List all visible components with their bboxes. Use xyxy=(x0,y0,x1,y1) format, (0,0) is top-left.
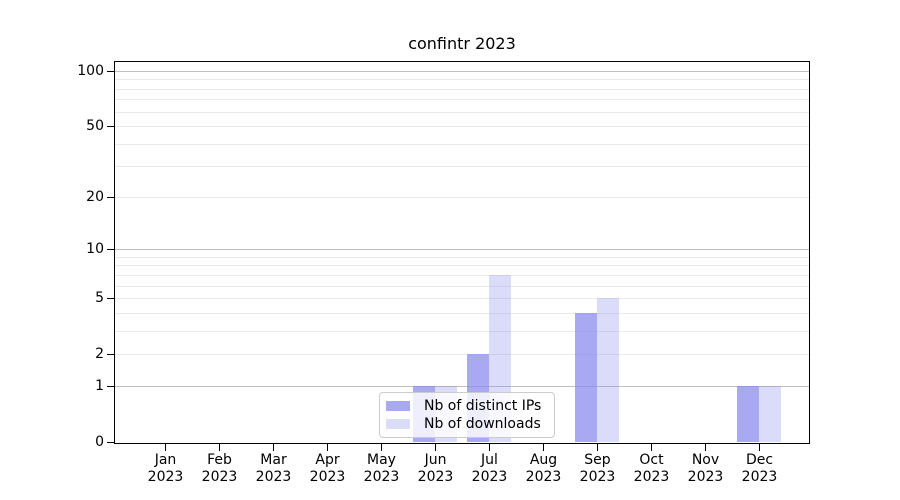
y-tick xyxy=(107,297,114,300)
x-tick-label: May 2023 xyxy=(363,452,400,485)
x-tick-label: Apr 2023 xyxy=(309,452,346,485)
y-tick-label: 20 xyxy=(86,189,104,206)
x-tick-label: Aug 2023 xyxy=(525,452,562,485)
gridline-minor xyxy=(115,143,809,145)
gridline-minor xyxy=(115,285,809,287)
gridline-decade xyxy=(115,71,809,72)
x-tick-label: Mar 2023 xyxy=(255,452,292,485)
x-tick xyxy=(542,444,545,451)
legend-label: Nb of downloads xyxy=(424,415,541,432)
gridline-minor xyxy=(115,79,809,81)
x-tick xyxy=(272,444,275,451)
y-tick xyxy=(107,197,114,199)
x-tick xyxy=(650,444,653,451)
gridline-minor xyxy=(115,166,809,167)
y-tick-label: 0 xyxy=(95,434,104,450)
x-tick xyxy=(704,444,707,451)
x-tick-label: Jul 2023 xyxy=(471,452,508,485)
x-tick-label: Nov 2023 xyxy=(687,452,724,485)
gridline-minor xyxy=(115,353,809,355)
x-tick xyxy=(164,444,167,451)
gridline-minor xyxy=(115,312,809,314)
bar-downloads xyxy=(597,298,619,442)
legend-item-distinct-ips: Nb of distinct IPs xyxy=(386,398,547,415)
legend-item-downloads: Nb of downloads xyxy=(386,416,547,433)
y-tick xyxy=(107,70,114,73)
gridline-decade xyxy=(115,249,809,251)
y-tick xyxy=(107,441,114,444)
x-tick xyxy=(326,444,329,451)
x-tick xyxy=(758,444,761,451)
y-tick xyxy=(107,249,114,251)
y-tick-label: 5 xyxy=(95,290,104,306)
x-tick-label: Jan 2023 xyxy=(147,452,184,485)
gridline-minor xyxy=(115,111,809,113)
y-tick-label: 100 xyxy=(77,63,104,79)
plot-area xyxy=(114,61,810,444)
gridline-decade xyxy=(115,386,809,388)
legend-label: Nb of distinct IPs xyxy=(424,397,542,414)
y-tick xyxy=(107,353,114,355)
y-tick-label: 1 xyxy=(95,378,104,395)
legend-swatch-icon xyxy=(386,419,410,429)
gridline-minor xyxy=(115,256,809,258)
gridline-minor xyxy=(115,125,809,127)
bar-distinct-ips xyxy=(737,386,759,442)
gridline-minor xyxy=(115,274,809,276)
x-tick xyxy=(596,444,599,451)
y-tick xyxy=(107,125,114,128)
y-tick xyxy=(107,386,114,388)
bar-downloads xyxy=(759,386,781,442)
gridline-minor xyxy=(115,99,809,101)
x-tick-label: Feb 2023 xyxy=(201,452,238,485)
y-tick-label: 2 xyxy=(95,345,104,362)
x-tick-label: Sep 2023 xyxy=(579,452,616,485)
gridline-minor xyxy=(115,298,809,299)
x-tick-label: Oct 2023 xyxy=(633,452,670,485)
bar-distinct-ips xyxy=(575,312,597,442)
x-tick xyxy=(380,444,383,451)
y-tick-label: 10 xyxy=(86,241,104,258)
x-tick xyxy=(218,444,221,451)
y-tick-label: 50 xyxy=(86,117,104,134)
x-tick xyxy=(434,444,437,451)
gridline-minor xyxy=(115,88,809,90)
gridline-minor xyxy=(115,265,809,267)
legend-swatch-icon xyxy=(386,401,410,411)
gridline-minor xyxy=(115,197,809,199)
x-tick-label: Jun 2023 xyxy=(417,452,454,485)
legend: Nb of distinct IPs Nb of downloads xyxy=(379,392,555,438)
chart-title: confintr 2023 xyxy=(408,34,516,53)
x-tick xyxy=(488,444,491,451)
gridline-minor xyxy=(115,330,809,332)
x-tick-label: Dec 2023 xyxy=(741,452,778,485)
